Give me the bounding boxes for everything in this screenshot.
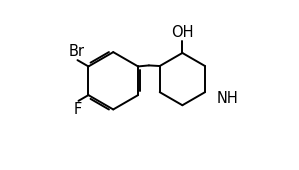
Text: F: F: [74, 102, 82, 117]
Text: NH: NH: [216, 91, 238, 106]
Text: Br: Br: [69, 44, 85, 59]
Text: OH: OH: [171, 26, 194, 40]
